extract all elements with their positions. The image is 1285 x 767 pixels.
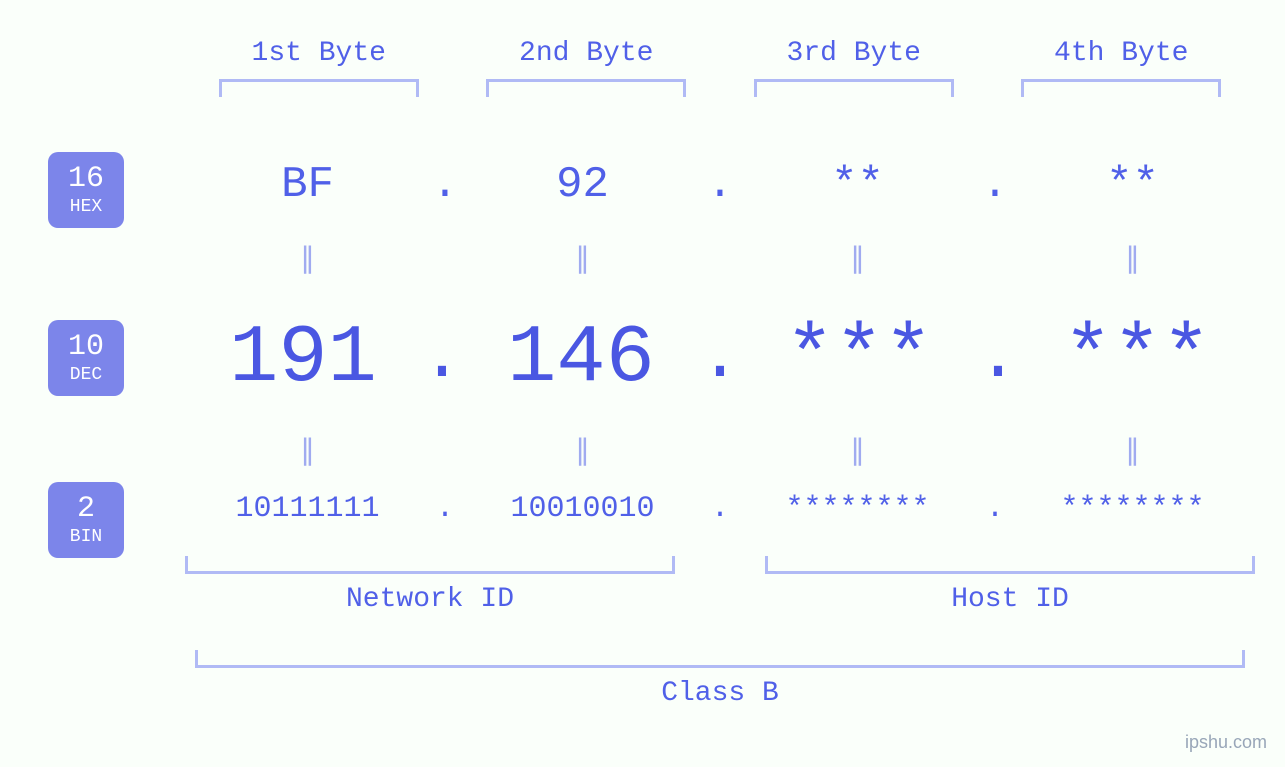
hex-byte-3: ** [735, 160, 980, 210]
dec-dot-1: . [421, 319, 463, 398]
eq-1-4: ǁ [1010, 243, 1255, 287]
byte-label-2: 2nd Byte [453, 38, 721, 97]
badge-dec-label: DEC [70, 366, 102, 384]
eq-2-4: ǁ [1010, 435, 1255, 479]
byte-label-4: 4th Byte [988, 38, 1256, 97]
eq-2-3: ǁ [735, 435, 980, 479]
badge-bin: 2 BIN [48, 482, 124, 558]
byte-labels-row: 1st Byte 2nd Byte 3rd Byte 4th Byte [185, 38, 1255, 97]
dec-byte-2: 146 [463, 312, 699, 405]
bin-byte-4: ******** [1010, 492, 1255, 526]
network-id-label: Network ID [346, 584, 514, 615]
bin-byte-2: 10010010 [460, 492, 705, 526]
hex-dot-2: . [705, 160, 735, 210]
dec-byte-4: *** [1019, 312, 1255, 405]
dec-byte-3: *** [741, 312, 977, 405]
equals-row-2: ǁ ǁ ǁ ǁ [185, 440, 1255, 474]
hex-row: BF . 92 . ** . ** [185, 160, 1255, 210]
network-id-group: Network ID [185, 556, 675, 615]
badge-hex-label: HEX [70, 198, 102, 216]
badge-dec-num: 10 [68, 332, 104, 362]
dec-dot-3: . [977, 319, 1019, 398]
bin-byte-1: 10111111 [185, 492, 430, 526]
byte-label-2-text: 2nd Byte [519, 38, 653, 69]
dec-byte-1: 191 [185, 312, 421, 405]
eq-2-1: ǁ [185, 435, 430, 479]
host-id-label: Host ID [951, 584, 1069, 615]
top-bracket-2 [486, 79, 686, 97]
top-bracket-4 [1021, 79, 1221, 97]
badge-hex: 16 HEX [48, 152, 124, 228]
equals-row-1: ǁ ǁ ǁ ǁ [185, 248, 1255, 282]
byte-label-3: 3rd Byte [720, 38, 988, 97]
host-id-bracket [765, 556, 1255, 574]
watermark: ipshu.com [1185, 732, 1267, 753]
hex-byte-4: ** [1010, 160, 1255, 210]
bin-dot-1: . [430, 492, 460, 526]
hex-dot-3: . [980, 160, 1010, 210]
byte-label-1: 1st Byte [185, 38, 453, 97]
dec-row: 191 . 146 . *** . *** [185, 312, 1255, 405]
eq-2-2: ǁ [460, 435, 705, 479]
eq-1-3: ǁ [735, 243, 980, 287]
top-bracket-1 [219, 79, 419, 97]
byte-label-4-text: 4th Byte [1054, 38, 1188, 69]
hex-byte-2: 92 [460, 160, 705, 210]
host-id-group: Host ID [765, 556, 1255, 615]
byte-label-1-text: 1st Byte [252, 38, 386, 69]
bin-dot-3: . [980, 492, 1010, 526]
id-brackets-row: Network ID Host ID [185, 556, 1255, 615]
top-bracket-3 [754, 79, 954, 97]
badge-bin-label: BIN [70, 528, 102, 546]
class-label: Class B [661, 678, 779, 709]
class-bracket-wrap: Class B [185, 650, 1255, 709]
byte-label-3-text: 3rd Byte [787, 38, 921, 69]
hex-byte-1: BF [185, 160, 430, 210]
eq-1-1: ǁ [185, 243, 430, 287]
bin-dot-2: . [705, 492, 735, 526]
class-bracket [195, 650, 1245, 668]
badge-bin-num: 2 [77, 494, 95, 524]
dec-dot-2: . [699, 319, 741, 398]
bin-byte-3: ******** [735, 492, 980, 526]
bin-row: 10111111 . 10010010 . ******** . *******… [185, 492, 1255, 526]
badge-dec: 10 DEC [48, 320, 124, 396]
eq-1-2: ǁ [460, 243, 705, 287]
badge-hex-num: 16 [68, 164, 104, 194]
hex-dot-1: . [430, 160, 460, 210]
network-id-bracket [185, 556, 675, 574]
